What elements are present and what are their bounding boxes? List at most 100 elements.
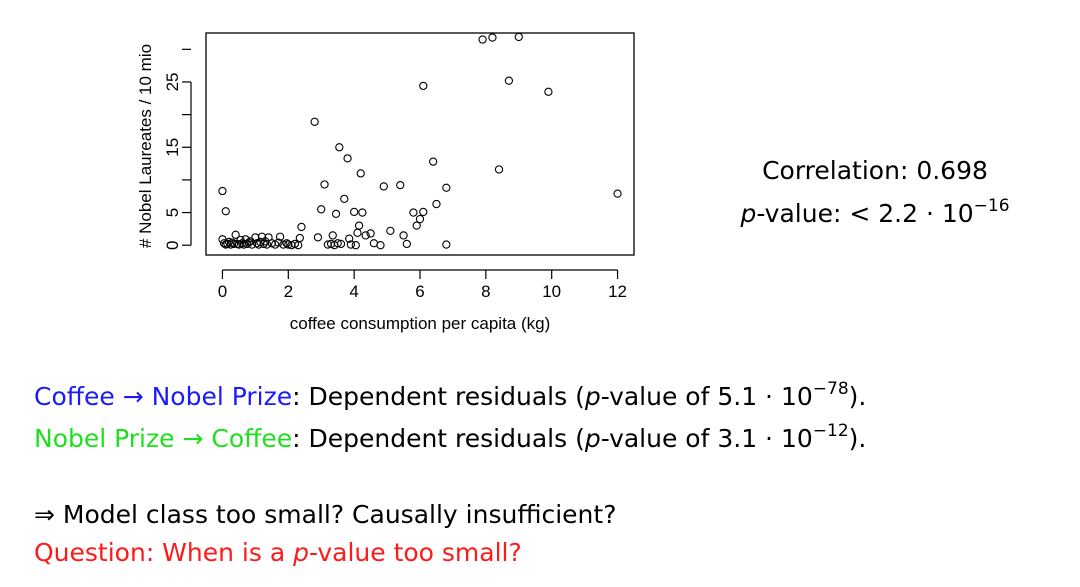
pvalue-p: p (740, 199, 757, 228)
data-point (331, 209, 341, 219)
line-model-class: ⇒ Model class too small? Causally insuff… (34, 500, 617, 529)
data-point (399, 231, 408, 240)
data-point (295, 233, 304, 243)
data-point (333, 239, 342, 248)
arrow-1: → (114, 382, 152, 411)
correlation-stat: Correlation: 0.698 (690, 158, 1060, 183)
plot-frame (205, 32, 635, 256)
data-point (353, 228, 362, 237)
y-tick-label: 5 (163, 208, 182, 217)
data-point (409, 208, 418, 217)
data-point (442, 183, 451, 192)
data-point (284, 240, 293, 249)
data-point (402, 239, 411, 249)
data-point (313, 233, 323, 242)
question-pre: Question: When is a (34, 538, 294, 567)
data-point (358, 208, 367, 217)
pvalue-value: < 2.2 · 10 (849, 199, 974, 228)
data-point (251, 233, 260, 242)
data-point (504, 76, 514, 85)
line2-rest1: : Dependent residuals ( (292, 424, 585, 453)
y-axis: 0 5 15 25 (163, 48, 192, 250)
line2-end: ). (848, 424, 867, 453)
data-point (419, 207, 428, 217)
data-point (231, 230, 240, 239)
question-p: p (293, 538, 309, 567)
data-point (356, 169, 365, 178)
x-tick-label: 8 (481, 282, 490, 301)
nobel-label: Nobel Prize (151, 382, 293, 411)
arrow-2: → (174, 424, 212, 453)
data-point (488, 33, 497, 42)
data-point (544, 87, 553, 96)
data-point (386, 226, 395, 235)
data-point (478, 35, 487, 44)
data-point (345, 234, 354, 243)
line2-p: p (584, 424, 601, 453)
x-axis: 0 2 4 6 8 10 12 (218, 269, 627, 301)
line2-rest2: -value of 3.1 · 10 (600, 424, 813, 453)
data-point (442, 240, 451, 249)
data-point (282, 239, 291, 248)
data-point (514, 32, 523, 42)
coffee-label-2: Coffee (211, 424, 293, 453)
data-point (323, 240, 332, 249)
x-tick-label: 2 (284, 282, 293, 301)
data-point (226, 240, 235, 249)
y-tick-label: 15 (163, 138, 182, 157)
data-point (297, 222, 306, 232)
data-point (351, 241, 360, 250)
line1-rest2: -value of 5.1 · 10 (600, 382, 813, 411)
question-line: Question: When is a p-value too small? (34, 540, 522, 565)
y-tick-label: 0 (163, 240, 182, 249)
data-point (229, 239, 239, 249)
x-tick-label: 0 (218, 282, 227, 301)
data-point (343, 154, 352, 163)
data-point (346, 240, 356, 249)
data-point (412, 221, 421, 230)
y-tick-label: 25 (163, 73, 182, 92)
question-post: -value too small? (308, 538, 522, 567)
coffee-label: Coffee (34, 382, 115, 411)
data-points (218, 32, 622, 250)
nobel-label-2: Nobel Prize (34, 424, 175, 453)
x-tick-label: 10 (542, 282, 561, 301)
data-point (335, 143, 344, 152)
data-point (274, 238, 283, 247)
data-point (494, 165, 504, 174)
line1-p: p (584, 382, 601, 411)
data-point (396, 180, 405, 190)
line1-exponent: −78 (812, 379, 849, 399)
y-axis-label: # Nobel Laureates / 10 mio (136, 44, 155, 248)
pvalue-exponent: −16 (973, 196, 1010, 216)
line-nobel-to-coffee: Nobel Prize → Coffee: Dependent residual… (34, 423, 867, 453)
line2-exponent: −12 (812, 421, 849, 441)
data-point (221, 207, 230, 216)
pvalue-label: -value: (756, 199, 842, 228)
data-point (310, 117, 319, 126)
data-point (336, 239, 346, 249)
line-coffee-to-nobel: Coffee → Nobel Prize: Dependent residual… (34, 381, 867, 411)
data-point (415, 214, 425, 224)
scatter-plot: 0 2 4 6 8 10 12 0 5 15 25 coffee consumption per … (136, 32, 635, 333)
data-point (613, 189, 622, 198)
x-tick-label: 4 (349, 282, 358, 301)
data-point (247, 240, 257, 249)
data-point (376, 241, 385, 250)
data-point (361, 231, 370, 240)
correlation-label: Correlation: (762, 156, 909, 185)
data-point (340, 194, 349, 203)
data-point (239, 240, 249, 249)
data-point (317, 205, 326, 214)
data-point (350, 207, 359, 217)
data-point (275, 232, 285, 241)
data-point (429, 157, 438, 166)
data-point (432, 199, 441, 209)
data-point (354, 221, 364, 230)
x-axis-label: coffee consumption per capita (kg) (290, 314, 551, 333)
data-point (419, 81, 428, 91)
line1-end: ). (848, 382, 867, 411)
data-point (218, 186, 227, 196)
data-point (366, 229, 375, 238)
data-point (379, 182, 388, 191)
